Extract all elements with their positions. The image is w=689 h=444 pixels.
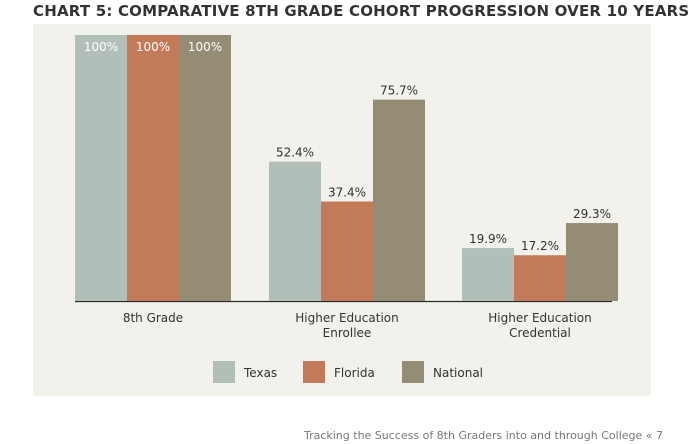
category-label-1: 8th Grade [123,311,183,325]
bar-chart: 100% 100% 100% 8th Grade 52.4% 37.4% 75.7% High… [75,35,618,383]
category-label-2-line-1: Higher Education [295,311,398,325]
category-label-2-line-2: Enrollee [323,326,372,340]
data-label-national-3: 29.3% [573,207,611,221]
data-label-national-1: 100% [188,40,222,54]
bar-national-3 [566,223,618,301]
bar-national-2 [373,99,425,301]
bar-texas-2 [269,161,321,301]
legend-swatch-florida [303,361,325,383]
legend-label-national: National [433,366,483,380]
legend-label-texas: Texas [243,366,277,380]
bar-texas-3 [462,248,514,301]
legend-label-florida: Florida [334,366,375,380]
category-label-3-line-1: Higher Education [488,311,591,325]
data-label-texas-2: 52.4% [276,146,314,160]
category-label-3-line-2: Credential [509,326,571,340]
data-label-florida-2: 37.4% [328,186,366,200]
bar-texas-1 [75,35,127,301]
data-label-florida-1: 100% [136,40,170,54]
chart-panel: 100% 100% 100% 8th Grade 52.4% 37.4% 75.7% High… [33,24,651,396]
data-label-texas-3: 19.9% [469,232,507,246]
data-label-national-2: 75.7% [380,84,418,98]
bar-national-1 [179,35,231,301]
bar-florida-2 [321,201,373,301]
bar-florida-3 [514,255,566,301]
bar-florida-1 [127,35,179,301]
legend-swatch-national [402,361,424,383]
page-footer: Tracking the Success of 8th Graders into… [303,429,663,442]
data-label-texas-1: 100% [84,40,118,54]
legend-swatch-texas [213,361,235,383]
chart-title: CHART 5: COMPARATIVE 8TH GRADE COHORT PR… [33,2,689,20]
data-label-florida-3: 17.2% [521,239,559,253]
